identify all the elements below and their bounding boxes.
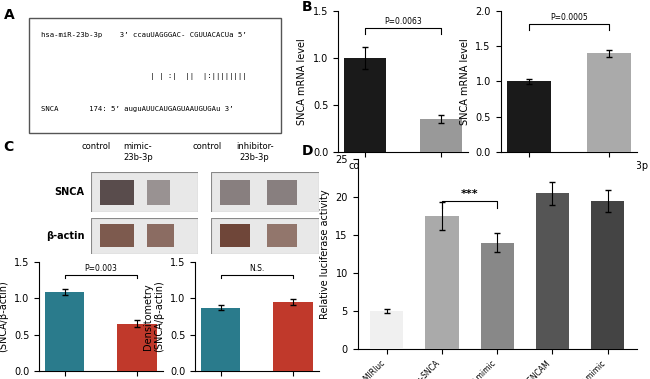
Text: P=0.0063: P=0.0063 xyxy=(384,17,422,26)
Bar xyxy=(420,119,462,152)
Text: P=0.0005: P=0.0005 xyxy=(550,13,588,22)
Bar xyxy=(370,311,404,349)
FancyBboxPatch shape xyxy=(91,218,198,254)
Bar xyxy=(591,201,624,349)
Text: control: control xyxy=(82,142,111,151)
FancyBboxPatch shape xyxy=(29,19,281,133)
Text: SNCA       174: 5’ auguAUUCAUGAGUAAUGUGAu 3’: SNCA 174: 5’ auguAUUCAUGAGUAAUGUGAu 3’ xyxy=(41,106,233,112)
Bar xyxy=(117,324,157,371)
Text: control: control xyxy=(192,142,222,151)
Text: hsa-miR-23b-3p    3’ ccauUAGGGAC- CGUUACACUa 5’: hsa-miR-23b-3p 3’ ccauUAGGGAC- CGUUACACU… xyxy=(41,32,246,38)
Text: P=0.003: P=0.003 xyxy=(84,264,117,273)
Text: inhibitor-
23b-3p: inhibitor- 23b-3p xyxy=(236,142,274,161)
Text: mimic-
23b-3p: mimic- 23b-3p xyxy=(124,142,153,161)
FancyBboxPatch shape xyxy=(211,172,318,212)
Y-axis label: SNCA mRNA level: SNCA mRNA level xyxy=(297,38,307,125)
Bar xyxy=(481,243,514,349)
Bar xyxy=(426,216,459,349)
Bar xyxy=(507,81,551,152)
Text: β-actin: β-actin xyxy=(46,231,84,241)
Bar xyxy=(201,308,240,371)
FancyBboxPatch shape xyxy=(267,180,297,205)
FancyBboxPatch shape xyxy=(267,224,297,247)
Text: | | :|  ||  |:||||||||: | | :| || |:|||||||| xyxy=(41,73,246,80)
Y-axis label: Relative luciferase activity: Relative luciferase activity xyxy=(320,189,330,319)
Y-axis label: SNCA mRNA level: SNCA mRNA level xyxy=(460,38,470,125)
FancyBboxPatch shape xyxy=(147,224,174,247)
Text: B: B xyxy=(302,0,312,14)
Y-axis label: Densitometry
(SNCA/β-actin): Densitometry (SNCA/β-actin) xyxy=(0,280,8,352)
FancyBboxPatch shape xyxy=(99,224,134,247)
Text: SNCA: SNCA xyxy=(55,187,84,197)
Bar xyxy=(587,53,630,152)
Text: ***: *** xyxy=(461,190,478,199)
FancyBboxPatch shape xyxy=(147,180,170,205)
FancyBboxPatch shape xyxy=(91,172,198,212)
Bar xyxy=(45,292,84,371)
Text: C: C xyxy=(3,140,14,154)
FancyBboxPatch shape xyxy=(220,180,250,205)
Text: A: A xyxy=(4,8,14,22)
Bar xyxy=(273,302,313,371)
Bar xyxy=(536,193,569,349)
Text: D: D xyxy=(302,144,313,158)
FancyBboxPatch shape xyxy=(211,218,318,254)
Text: N.S.: N.S. xyxy=(249,264,265,273)
FancyBboxPatch shape xyxy=(220,224,250,247)
Bar xyxy=(344,58,386,152)
Y-axis label: Densitometry
(SNCA/β-actin): Densitometry (SNCA/β-actin) xyxy=(143,280,164,352)
FancyBboxPatch shape xyxy=(99,180,134,205)
